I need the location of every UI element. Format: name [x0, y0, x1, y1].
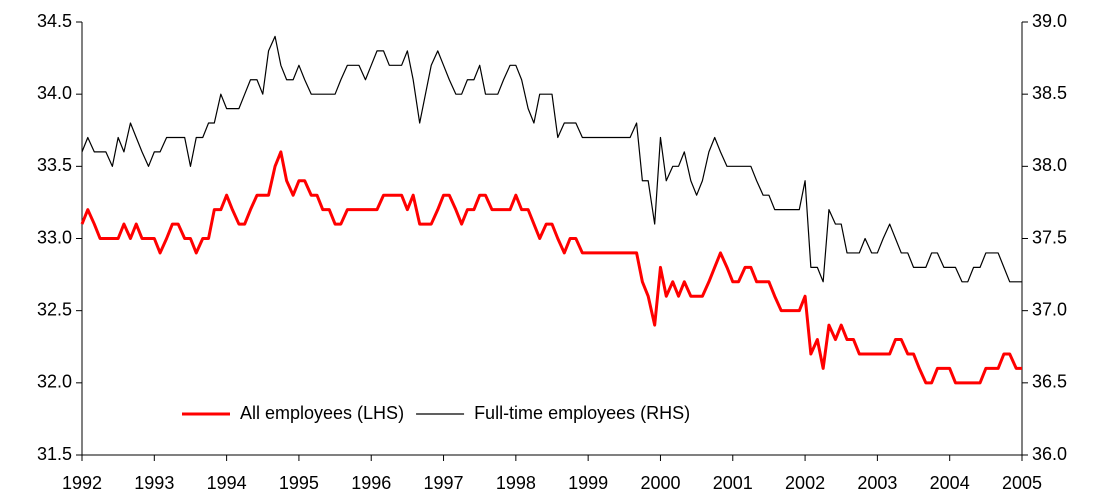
- y-tick-label: 33.0: [37, 227, 72, 247]
- x-tick-label: 2003: [857, 473, 897, 493]
- y-tick-label: 34.5: [37, 11, 72, 31]
- x-tick-label: 1993: [134, 473, 174, 493]
- x-tick-label: 1992: [62, 473, 102, 493]
- y2-tick-label: 37.5: [1032, 227, 1067, 247]
- series-line: [80, 150, 1022, 385]
- x-tick-label: 2000: [640, 473, 680, 493]
- y-tick-label: 32.5: [37, 299, 72, 319]
- series-line: [81, 35, 1022, 283]
- y2-tick-label: 38.0: [1032, 155, 1067, 175]
- x-tick-label: 1994: [207, 473, 247, 493]
- legend-label: All employees (LHS): [240, 403, 404, 423]
- x-tick-label: 2005: [1002, 473, 1042, 493]
- legend-label: Full-time employees (RHS): [474, 403, 690, 423]
- x-tick-label: 1999: [568, 473, 608, 493]
- y2-tick-label: 39.0: [1032, 11, 1067, 31]
- y2-tick-label: 36.0: [1032, 444, 1067, 464]
- y-tick-label: 32.0: [37, 372, 72, 392]
- y-tick-label: 33.5: [37, 155, 72, 175]
- y-tick-label: 31.5: [37, 444, 72, 464]
- y2-tick-label: 37.0: [1032, 299, 1067, 319]
- x-tick-label: 2001: [713, 473, 753, 493]
- y2-tick-label: 38.5: [1032, 83, 1067, 103]
- x-tick-label: 1995: [279, 473, 319, 493]
- y2-tick-label: 36.5: [1032, 372, 1067, 392]
- x-tick-label: 1998: [496, 473, 536, 493]
- y-tick-label: 34.0: [37, 83, 72, 103]
- plot-frame: [81, 22, 1023, 456]
- x-tick-label: 2004: [930, 473, 970, 493]
- x-tick-label: 2002: [785, 473, 825, 493]
- x-tick-label: 1996: [351, 473, 391, 493]
- x-tick-label: 1997: [424, 473, 464, 493]
